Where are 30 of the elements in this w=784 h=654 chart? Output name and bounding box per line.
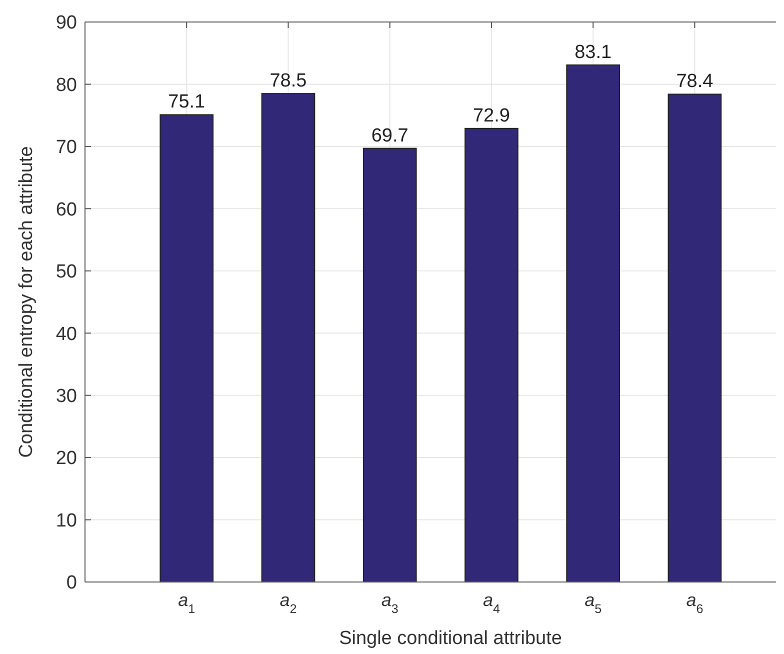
x-axis-title: Single conditional attribute bbox=[339, 628, 562, 649]
bar bbox=[566, 64, 620, 582]
x-tick-label: a$_{3}$ bbox=[381, 590, 398, 616]
x-tick-label: a$_{2}$ bbox=[280, 590, 297, 616]
bar bbox=[261, 93, 316, 582]
y-tick-label: 60 bbox=[56, 199, 77, 220]
y-tick-label: 70 bbox=[56, 137, 77, 158]
data-label: 78.4 bbox=[676, 71, 714, 92]
data-label: 75.1 bbox=[168, 92, 206, 113]
bar bbox=[464, 128, 518, 582]
y-tick-label: 90 bbox=[56, 12, 77, 34]
y-tick-label: 10 bbox=[56, 510, 77, 532]
y-tick-label: 80 bbox=[56, 74, 77, 96]
y-axis-title: Conditional entropy for each attribute bbox=[16, 146, 37, 458]
y-tick-label: 40 bbox=[56, 324, 77, 345]
bar bbox=[362, 148, 417, 582]
bar bbox=[668, 94, 722, 582]
x-tick-label: a$_{6}$ bbox=[686, 590, 704, 616]
y-tick-label: 20 bbox=[56, 448, 77, 470]
data-label: 78.5 bbox=[270, 70, 307, 92]
y-tick-label: 30 bbox=[56, 386, 77, 407]
data-label: 72.9 bbox=[472, 105, 510, 126]
bar bbox=[160, 114, 214, 582]
y-tick-label: 0 bbox=[66, 572, 77, 594]
x-tick-label: a$_{4}$ bbox=[482, 590, 500, 616]
x-tick-label: a$_{5}$ bbox=[584, 590, 602, 616]
x-tick-label: a$_{1}$ bbox=[178, 590, 196, 616]
data-label: 69.7 bbox=[371, 125, 408, 146]
y-tick-label: 50 bbox=[56, 262, 77, 283]
data-label: 83.1 bbox=[574, 42, 612, 63]
